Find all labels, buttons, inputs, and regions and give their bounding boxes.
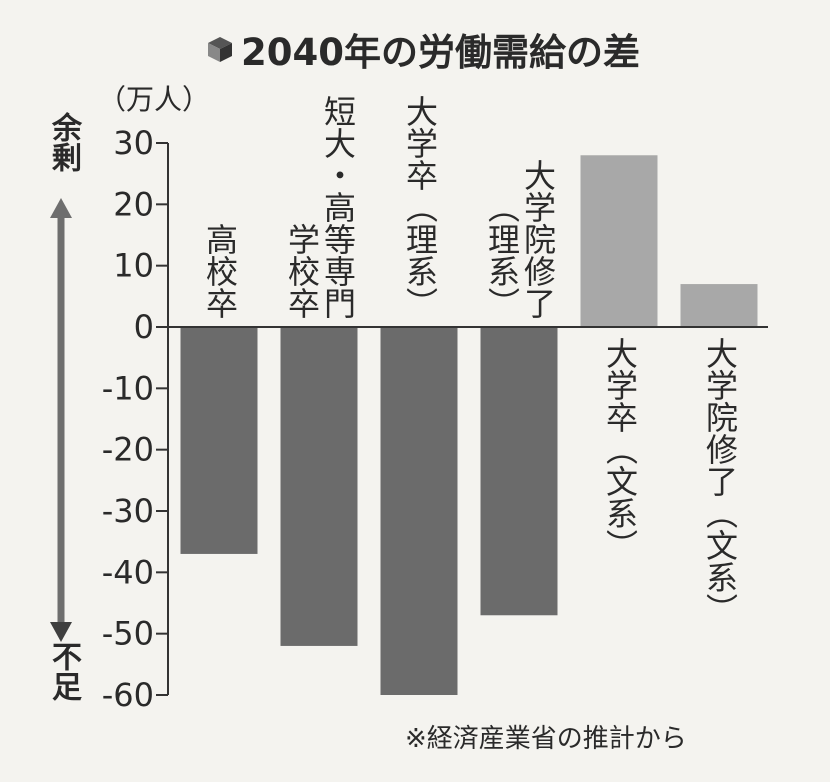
bar (580, 155, 658, 327)
y-tick-label: -40 (102, 553, 154, 591)
y-tick-label: -60 (102, 676, 154, 714)
category-label: 大学卒（理系） (401, 95, 439, 319)
bar (380, 327, 458, 695)
chart-title: 2040年の労働需給の差 (241, 31, 640, 74)
category-label: 高校卒 (201, 223, 239, 319)
y-tick-label: -10 (102, 369, 154, 407)
y-tick-label: 20 (113, 185, 154, 223)
category-label: 短大・高等専門 (319, 95, 357, 319)
y-tick-label: 30 (113, 124, 154, 162)
category-label: 学校卒 (283, 223, 321, 319)
arrow-up-head (50, 198, 72, 218)
y-tick-label: -20 (102, 431, 154, 469)
chart-title-group: 2040年の労働需給の差 (205, 22, 640, 76)
bar (680, 284, 758, 327)
category-label: 大学院修了（文系） (701, 337, 739, 625)
category-label: 大学卒（文系） (601, 337, 639, 561)
surplus-label: 余剰 (46, 112, 81, 172)
bar (280, 327, 358, 646)
bar (180, 327, 258, 554)
shortage-label: 不足 (46, 641, 81, 701)
category-label: （理系） (483, 191, 521, 319)
y-tick-label: 10 (113, 247, 154, 285)
y-tick-label: -50 (102, 615, 154, 653)
arrow-down-head (50, 622, 72, 642)
y-axis-unit-label: （万人） (98, 83, 211, 116)
cube-icon (208, 37, 232, 62)
y-tick-label: 0 (134, 308, 154, 346)
category-label: 大学院修了 (519, 159, 557, 319)
source-note: ※経済産業省の推計から (405, 724, 687, 754)
bar (480, 327, 558, 616)
y-tick-label: -30 (102, 492, 154, 530)
